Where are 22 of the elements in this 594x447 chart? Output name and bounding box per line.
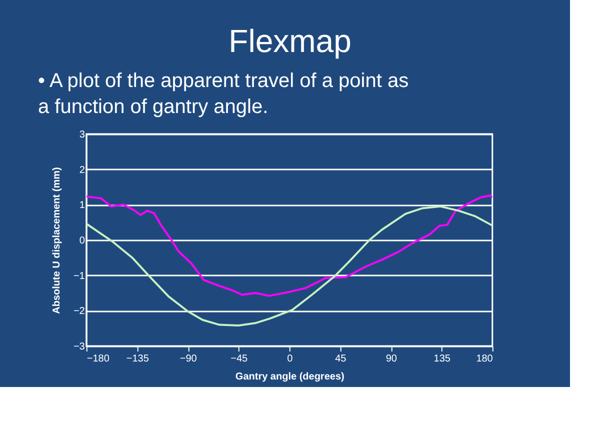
y-tick-label: 3 [79,130,86,140]
y-tick-label: −3 [73,342,86,352]
x-axis-title: Gantry angle (degrees) [235,372,344,382]
x-tick-label: 135 [434,354,451,364]
x-tick-label: 45 [335,354,347,364]
y-tick-label: 1 [79,200,86,212]
x-tick-label: −45 [230,354,248,364]
chart-subtitle: • A plot of the apparent travel of a point as a function of gantry angle. [38,70,409,118]
x-tick-label: 180 [476,354,494,364]
y-tick-label: −2 [73,306,86,318]
line-series [86,194,492,297]
x-tick-label: −135 [126,354,150,364]
y-axis-title: Absolute U displacement (mm) [51,167,62,314]
x-tick-label: 0 [287,354,294,364]
x-tick-label: 90 [386,354,398,364]
x-tick-label: −180 [86,354,110,364]
x-tick-label: −90 [180,354,198,364]
line-series [86,205,492,327]
y-tick-label: 0 [79,236,86,246]
y-tick-label: 2 [79,164,86,176]
y-tick-label: −1 [73,270,86,282]
chart-title: Flexmap [228,23,352,59]
